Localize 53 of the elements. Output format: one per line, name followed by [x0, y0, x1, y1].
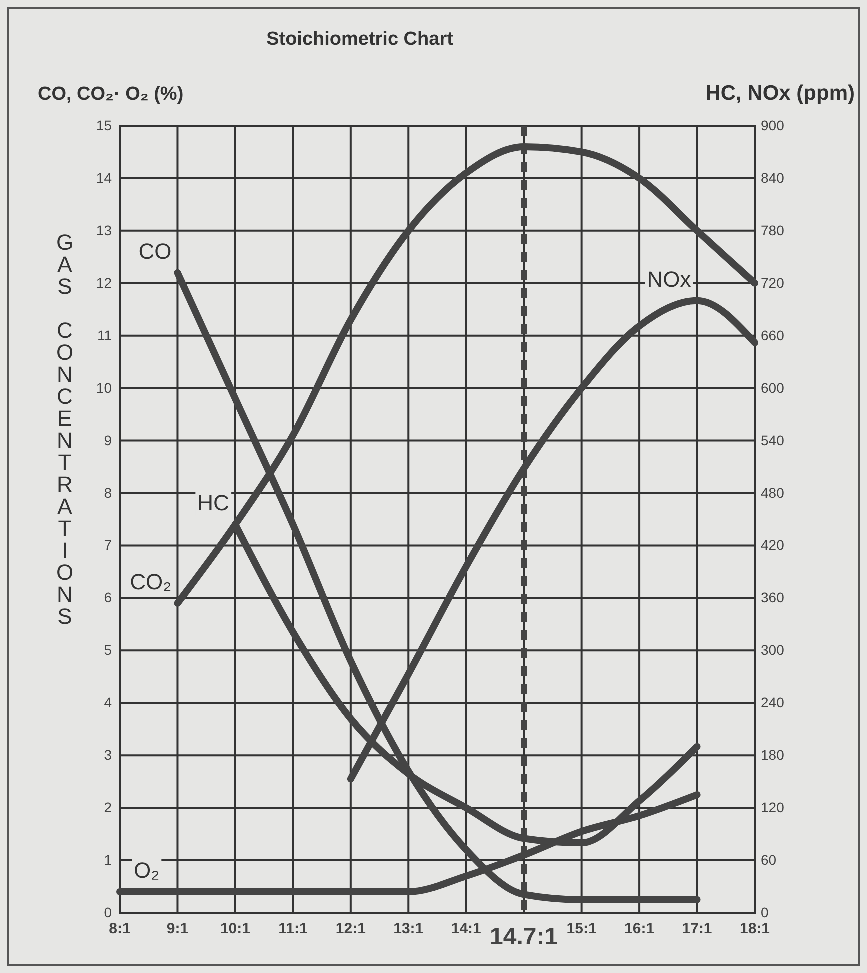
x-tick-label: 14.7:1	[490, 924, 558, 951]
x-tick-label: 18:1	[740, 920, 770, 938]
y-tick-label: 6	[104, 590, 112, 606]
x-tick-label: 10:1	[220, 920, 250, 938]
y-tick-label: 13	[96, 222, 112, 238]
y2-tick-label: 300	[761, 642, 785, 658]
y-tick-label: 15	[96, 117, 112, 134]
x-tick-label: 9:1	[166, 920, 189, 938]
y-tick-label: 11	[97, 327, 112, 344]
y2-tick-label: 240	[761, 694, 785, 711]
x-tick-label: 12:1	[336, 920, 366, 938]
y-tick-label: 5	[104, 642, 112, 658]
y2-tick-label: 600	[761, 380, 785, 396]
y-tick-label: 1	[104, 852, 112, 868]
chart-title: Stoichiometric Chart	[266, 29, 454, 50]
series-label: CO	[138, 238, 172, 264]
y2-tick-label: 0	[761, 904, 769, 920]
x-tick-label: 11:1	[278, 920, 308, 938]
y2-tick-label: 60	[761, 852, 777, 868]
y2-axis-title: HC, NOx (ppm)	[706, 82, 855, 105]
y-tick-label: 2	[104, 800, 112, 816]
y2-tick-label: 360	[761, 590, 785, 606]
y2-tick-label: 540	[761, 432, 785, 448]
x-tick-label: 14:1	[451, 920, 482, 938]
y-tick-label: 14	[96, 170, 112, 186]
text: GAS CONCENTRATIONS	[56, 230, 74, 629]
series-label: O₂	[134, 858, 160, 884]
y-tick-label: 7	[104, 537, 112, 554]
y2-tick-label: 840	[761, 170, 785, 186]
y2-tick-label: 900	[761, 117, 785, 134]
y-tick-label: 8	[104, 484, 112, 501]
y2-tick-label: 660	[761, 327, 785, 344]
x-tick-label: 17:1	[682, 920, 712, 938]
y-tick-label: 0	[104, 904, 112, 920]
y2-tick-label: 720	[761, 274, 785, 291]
y-tick-label: 9	[104, 432, 112, 448]
x-tick-label: 13:1	[394, 920, 424, 938]
x-tick-label: 15:1	[566, 920, 597, 938]
y-tick-label: 3	[104, 747, 112, 764]
y2-tick-label: 180	[761, 747, 785, 764]
text: CO, CO₂· O₂ (%)	[38, 84, 184, 105]
y-tick-label: 12	[96, 274, 112, 291]
y2-tick-label: 780	[761, 222, 785, 238]
y2-tick-label: 480	[761, 484, 785, 501]
series-label: NOx	[647, 266, 692, 292]
y-tick-label: 10	[96, 380, 112, 396]
series-label: HC	[198, 490, 230, 516]
y2-tick-label: 120	[761, 800, 785, 816]
series-label: CO₂	[130, 569, 172, 594]
y2-tick-label: 420	[761, 537, 785, 554]
x-tick-label: 16:1	[624, 920, 655, 938]
x-tick-label: 8:1	[109, 920, 131, 938]
y-tick-label: 4	[104, 694, 112, 711]
